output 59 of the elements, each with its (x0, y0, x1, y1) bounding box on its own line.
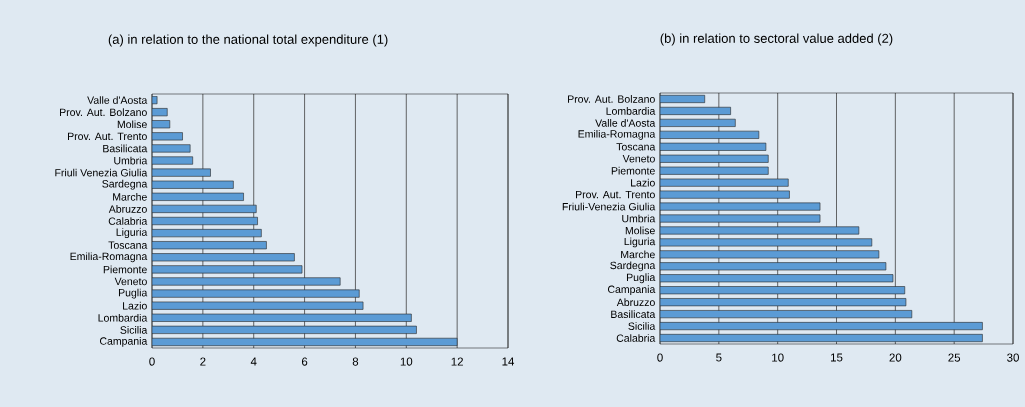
y-tick-label: Sicilia (120, 326, 148, 334)
y-tick-label: Umbria (622, 214, 656, 223)
chart-title: (b) in relation to sectoral value added (2) (660, 33, 893, 46)
x-tick-label: 20 (889, 353, 902, 362)
y-tick-label: Valle d'Aosta (595, 119, 656, 127)
y-tick-label: Basilicata (611, 310, 656, 318)
x-tick-label: 25 (948, 353, 961, 362)
y-tick-label: Molise (625, 226, 655, 235)
x-tick-label: 2 (200, 357, 206, 366)
x-tick-label: 10 (772, 353, 784, 362)
y-tick-label: Prov. Aut. Trento (68, 132, 147, 141)
y-tick-label: Lazio (123, 301, 147, 310)
x-tick-label: 15 (830, 353, 843, 362)
y-tick-label: Molise (117, 120, 147, 129)
y-tick-label: Lombardia (98, 313, 148, 322)
y-tick-label: Toscana (616, 143, 656, 151)
x-tick-label: 0 (149, 357, 155, 366)
x-tick-label: 6 (301, 357, 308, 366)
y-tick-label: Lombardia (606, 107, 656, 115)
x-tick-label: 5 (716, 353, 722, 362)
y-tick-label: Abruzzo (108, 205, 147, 213)
y-tick-label: Piemonte (103, 265, 147, 274)
x-tick-label: 30 (1007, 353, 1019, 362)
x-tick-label: 8 (352, 357, 359, 366)
y-tick-label: Puglia (626, 273, 656, 284)
y-tick-label: Liguria (624, 237, 656, 248)
y-tick-label: Prov. Aut. Trento (576, 190, 655, 199)
y-tick-label: Valle d'Aosta (87, 96, 148, 104)
y-tick-label: Emilia-Romagna (70, 252, 148, 263)
y-tick-label: Calabria (616, 334, 656, 342)
y-tick-label: Lazio (631, 178, 655, 187)
y-tick-label: Campania (99, 337, 148, 347)
y-tick-label: Friuli Venezia Giulia (55, 168, 148, 177)
y-tick-label: Umbria (114, 156, 148, 165)
y-tick-label: Calabria (108, 217, 148, 225)
y-tick-label: Sardegna (610, 261, 656, 272)
y-tick-label: Sardegna (102, 179, 148, 190)
chart-title: (a) in relation to the national total expenditure (1) (108, 34, 388, 47)
x-tick-label: 0 (657, 353, 663, 362)
y-tick-label: Liguria (116, 228, 148, 238)
y-tick-label: Veneto (622, 155, 655, 163)
y-tick-label: Friuli-Venezia Giulia (562, 202, 656, 211)
y-tick-label: Piemonte (611, 166, 655, 175)
x-tick-label: 12 (451, 357, 463, 366)
y-tick-label: Abruzzo (616, 298, 655, 307)
x-tick-label: 4 (250, 357, 257, 366)
y-tick-label: Campania (607, 285, 656, 296)
y-tick-label: Basilicata (103, 144, 148, 153)
y-tick-label: Sicilia (628, 322, 656, 330)
x-tick-label: 10 (400, 357, 413, 366)
x-tick-label: 14 (502, 357, 515, 366)
y-tick-label: Veneto (114, 277, 147, 286)
y-tick-label: Prov. Aut. Bolzano (60, 108, 147, 117)
y-tick-label: Emilia-Romagna (578, 129, 656, 140)
y-tick-label: Toscana (108, 241, 148, 249)
y-tick-label: Marche (113, 192, 147, 201)
y-tick-label: Puglia (118, 288, 148, 299)
y-tick-label: Marche (621, 250, 655, 259)
y-tick-label: Prov. Aut. Bolzano (568, 95, 655, 103)
